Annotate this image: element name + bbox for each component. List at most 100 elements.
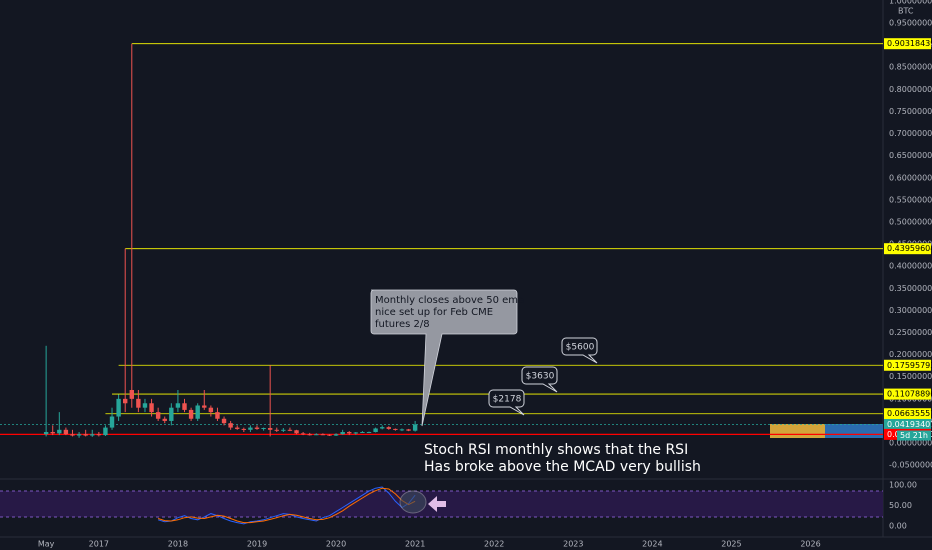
candle-body	[327, 434, 332, 436]
candle-body	[353, 432, 359, 434]
candle-body	[215, 412, 220, 419]
candle-body	[70, 434, 75, 436]
candle-body	[57, 429, 62, 434]
candle-body	[123, 398, 128, 404]
x-tick-label: 2021	[405, 540, 425, 549]
candle-body	[76, 434, 82, 436]
candle-body	[155, 412, 161, 419]
bubble	[521, 366, 558, 393]
x-tick-label: May	[38, 540, 55, 549]
candle-body	[261, 428, 266, 430]
candle-body	[43, 432, 49, 435]
level-label: 0.06635557	[887, 409, 932, 418]
candle-body	[399, 429, 405, 431]
candle-body	[314, 434, 319, 436]
candle-body	[202, 405, 207, 408]
indicator-block	[825, 424, 883, 438]
candle-body	[103, 427, 108, 436]
callout-text: futures 2/8	[375, 319, 430, 330]
candle-body	[182, 403, 187, 410]
x-tick-label: 2018	[168, 540, 188, 549]
candle-body	[379, 427, 385, 429]
candle-body	[254, 427, 260, 429]
bubbles	[488, 337, 598, 416]
x-tick-label: 2026	[800, 540, 820, 549]
candle-body	[267, 428, 273, 430]
candle-body	[162, 418, 167, 421]
candle-body	[294, 430, 299, 434]
candle-body	[386, 427, 391, 429]
stoch-line	[157, 487, 416, 524]
level-label-bg	[884, 359, 931, 371]
indicator-block	[770, 424, 825, 438]
candle-body	[109, 416, 115, 428]
callout: Monthly closes above 50 ema nice set up …	[370, 289, 524, 427]
candle-body	[340, 432, 345, 435]
candle-body	[235, 427, 240, 429]
candle-body	[90, 434, 95, 436]
level-label: 0.11078896	[887, 390, 932, 399]
candle-body	[149, 403, 154, 413]
candle-body	[360, 432, 365, 434]
bubble	[488, 389, 525, 416]
candle-body	[281, 429, 286, 431]
bubble	[561, 337, 598, 364]
candle-body	[393, 428, 398, 430]
countdown: 5d 21h	[900, 431, 928, 440]
candle-body	[307, 434, 312, 436]
countdown-bg	[897, 430, 931, 441]
candle-body	[50, 432, 55, 434]
highlight	[399, 490, 427, 514]
x-tick-label: 2023	[563, 540, 583, 549]
bubble-text: $2178	[493, 395, 522, 405]
candle-body	[63, 429, 69, 435]
level-label-bg	[884, 243, 931, 255]
candle-body	[188, 409, 194, 419]
level-label: 0.04193407	[887, 420, 932, 429]
candle-body	[221, 418, 227, 424]
candle-body	[366, 432, 372, 434]
candle-body	[83, 434, 88, 436]
arrow	[428, 496, 446, 512]
candle-body	[96, 434, 102, 436]
candle-body	[320, 434, 326, 436]
x-tick-label: 2017	[89, 540, 109, 549]
candle-body	[228, 423, 233, 428]
note: Has broke above the MCAD very bullish	[424, 459, 701, 475]
candle-body	[248, 427, 253, 430]
candle-body	[129, 390, 134, 399]
candle-body	[175, 403, 181, 408]
candle-body	[241, 428, 247, 430]
callout-text: Monthly closes above 50 ema	[375, 295, 524, 306]
candle-body	[208, 407, 214, 413]
candle-body	[373, 428, 378, 433]
candle-body	[406, 429, 411, 431]
level-label: 0.43959604	[887, 244, 932, 253]
candle-body	[333, 434, 339, 436]
candle-body	[300, 433, 306, 435]
stoch-tick-label: 0.00	[889, 521, 907, 530]
callout-text: nice set up for Feb CME	[375, 307, 493, 318]
note: Stoch RSI monthly shows that the RSI	[424, 442, 688, 458]
level-label-bg	[884, 38, 931, 50]
axis-unit: BTC	[898, 7, 914, 16]
stoch-tick-label: 100.00	[889, 480, 917, 489]
bubble-text: $3630	[526, 372, 555, 382]
x-tick-label: 2019	[247, 540, 267, 549]
x-tick-label: 2025	[721, 540, 741, 549]
candle-body	[274, 429, 279, 431]
candle-body	[287, 429, 293, 431]
